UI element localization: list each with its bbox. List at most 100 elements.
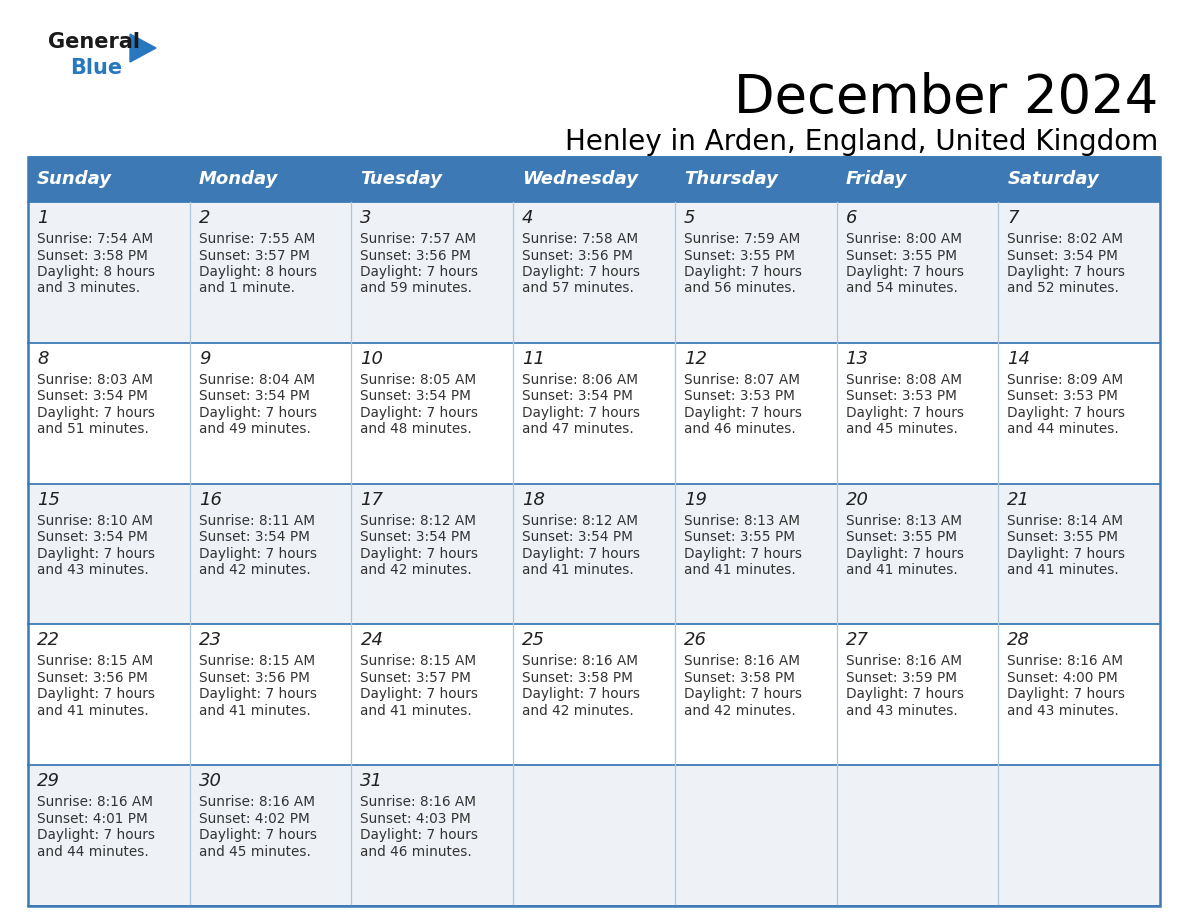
Text: and 42 minutes.: and 42 minutes.: [523, 704, 634, 718]
Text: Daylight: 7 hours: Daylight: 7 hours: [1007, 265, 1125, 279]
Text: 17: 17: [360, 490, 384, 509]
Text: 27: 27: [846, 632, 868, 649]
Text: 28: 28: [1007, 632, 1030, 649]
Text: 15: 15: [37, 490, 61, 509]
Text: and 45 minutes.: and 45 minutes.: [846, 422, 958, 436]
Text: Sunrise: 8:08 AM: Sunrise: 8:08 AM: [846, 373, 961, 386]
Text: Daylight: 7 hours: Daylight: 7 hours: [846, 688, 963, 701]
Text: 20: 20: [846, 490, 868, 509]
Text: Sunrise: 8:13 AM: Sunrise: 8:13 AM: [846, 513, 961, 528]
Text: Thursday: Thursday: [684, 171, 778, 188]
Text: and 41 minutes.: and 41 minutes.: [1007, 563, 1119, 577]
Text: and 1 minute.: and 1 minute.: [198, 282, 295, 296]
Text: Sunrise: 7:58 AM: Sunrise: 7:58 AM: [523, 232, 638, 246]
Text: Daylight: 7 hours: Daylight: 7 hours: [684, 265, 802, 279]
Text: Sunset: 3:57 PM: Sunset: 3:57 PM: [198, 249, 310, 263]
Text: Daylight: 7 hours: Daylight: 7 hours: [360, 265, 479, 279]
Text: Sunset: 3:53 PM: Sunset: 3:53 PM: [684, 389, 795, 403]
Text: Sunrise: 8:16 AM: Sunrise: 8:16 AM: [1007, 655, 1124, 668]
Text: and 46 minutes.: and 46 minutes.: [360, 845, 472, 858]
Text: and 42 minutes.: and 42 minutes.: [198, 563, 310, 577]
Text: and 43 minutes.: and 43 minutes.: [1007, 704, 1119, 718]
Bar: [29, 484, 1159, 624]
Text: Sunset: 3:55 PM: Sunset: 3:55 PM: [846, 249, 956, 263]
Text: Sunset: 3:55 PM: Sunset: 3:55 PM: [846, 530, 956, 544]
Text: and 43 minutes.: and 43 minutes.: [846, 704, 958, 718]
Text: Saturday: Saturday: [1007, 171, 1099, 188]
Text: Sunset: 3:54 PM: Sunset: 3:54 PM: [360, 530, 472, 544]
Text: 25: 25: [523, 632, 545, 649]
Text: 11: 11: [523, 350, 545, 368]
Bar: [29, 157, 1159, 202]
Text: Daylight: 7 hours: Daylight: 7 hours: [523, 406, 640, 420]
Text: Sunset: 3:54 PM: Sunset: 3:54 PM: [37, 530, 147, 544]
Text: Sunrise: 8:02 AM: Sunrise: 8:02 AM: [1007, 232, 1124, 246]
Text: Sunset: 3:56 PM: Sunset: 3:56 PM: [198, 671, 310, 685]
Text: 13: 13: [846, 350, 868, 368]
Text: Sunset: 4:03 PM: Sunset: 4:03 PM: [360, 812, 472, 825]
Text: and 48 minutes.: and 48 minutes.: [360, 422, 472, 436]
Text: 24: 24: [360, 632, 384, 649]
Bar: [29, 766, 1159, 906]
Text: and 41 minutes.: and 41 minutes.: [198, 704, 310, 718]
Text: Sunrise: 8:12 AM: Sunrise: 8:12 AM: [360, 513, 476, 528]
Text: Sunset: 3:54 PM: Sunset: 3:54 PM: [198, 389, 310, 403]
Text: and 42 minutes.: and 42 minutes.: [684, 704, 796, 718]
Text: 23: 23: [198, 632, 222, 649]
Text: Sunrise: 8:16 AM: Sunrise: 8:16 AM: [846, 655, 961, 668]
Text: Daylight: 7 hours: Daylight: 7 hours: [1007, 546, 1125, 561]
Text: and 41 minutes.: and 41 minutes.: [684, 563, 796, 577]
Text: Wednesday: Wednesday: [523, 171, 638, 188]
Text: and 54 minutes.: and 54 minutes.: [846, 282, 958, 296]
Text: Daylight: 7 hours: Daylight: 7 hours: [360, 406, 479, 420]
Text: Sunset: 3:56 PM: Sunset: 3:56 PM: [360, 249, 472, 263]
Text: and 3 minutes.: and 3 minutes.: [37, 282, 140, 296]
Text: Sunset: 3:58 PM: Sunset: 3:58 PM: [523, 671, 633, 685]
Text: Daylight: 7 hours: Daylight: 7 hours: [37, 828, 154, 842]
Text: and 42 minutes.: and 42 minutes.: [360, 563, 472, 577]
Text: Sunset: 4:02 PM: Sunset: 4:02 PM: [198, 812, 309, 825]
Text: 19: 19: [684, 490, 707, 509]
Text: Sunset: 3:54 PM: Sunset: 3:54 PM: [37, 389, 147, 403]
Text: December 2024: December 2024: [734, 72, 1158, 124]
Text: Sunrise: 7:55 AM: Sunrise: 7:55 AM: [198, 232, 315, 246]
Text: Daylight: 7 hours: Daylight: 7 hours: [846, 406, 963, 420]
Text: 9: 9: [198, 350, 210, 368]
Text: Daylight: 7 hours: Daylight: 7 hours: [846, 265, 963, 279]
Text: Sunrise: 8:16 AM: Sunrise: 8:16 AM: [37, 795, 153, 809]
Text: Sunset: 3:58 PM: Sunset: 3:58 PM: [37, 249, 147, 263]
Text: Monday: Monday: [198, 171, 278, 188]
Text: Daylight: 7 hours: Daylight: 7 hours: [37, 688, 154, 701]
Text: 5: 5: [684, 209, 695, 227]
Text: Sunset: 3:54 PM: Sunset: 3:54 PM: [1007, 249, 1118, 263]
Text: Henley in Arden, England, United Kingdom: Henley in Arden, England, United Kingdom: [564, 128, 1158, 156]
Text: and 41 minutes.: and 41 minutes.: [37, 704, 148, 718]
Text: Sunset: 3:55 PM: Sunset: 3:55 PM: [1007, 530, 1118, 544]
Text: and 57 minutes.: and 57 minutes.: [523, 282, 634, 296]
Text: Sunrise: 7:57 AM: Sunrise: 7:57 AM: [360, 232, 476, 246]
Text: Daylight: 7 hours: Daylight: 7 hours: [360, 688, 479, 701]
Bar: [29, 624, 1159, 766]
Text: and 47 minutes.: and 47 minutes.: [523, 422, 634, 436]
Text: 14: 14: [1007, 350, 1030, 368]
Text: and 44 minutes.: and 44 minutes.: [37, 845, 148, 858]
Text: Daylight: 7 hours: Daylight: 7 hours: [684, 688, 802, 701]
Text: Sunrise: 8:16 AM: Sunrise: 8:16 AM: [684, 655, 800, 668]
Text: and 51 minutes.: and 51 minutes.: [37, 422, 148, 436]
Text: Sunrise: 8:09 AM: Sunrise: 8:09 AM: [1007, 373, 1124, 386]
Text: and 41 minutes.: and 41 minutes.: [846, 563, 958, 577]
Text: Friday: Friday: [846, 171, 908, 188]
Text: Sunrise: 7:54 AM: Sunrise: 7:54 AM: [37, 232, 153, 246]
Text: Daylight: 7 hours: Daylight: 7 hours: [846, 546, 963, 561]
Text: 10: 10: [360, 350, 384, 368]
Text: Sunrise: 8:06 AM: Sunrise: 8:06 AM: [523, 373, 638, 386]
Text: and 44 minutes.: and 44 minutes.: [1007, 422, 1119, 436]
Text: 31: 31: [360, 772, 384, 790]
Text: Daylight: 7 hours: Daylight: 7 hours: [523, 546, 640, 561]
Text: Daylight: 7 hours: Daylight: 7 hours: [198, 828, 317, 842]
Bar: [29, 157, 1159, 906]
Text: Daylight: 7 hours: Daylight: 7 hours: [198, 688, 317, 701]
Text: Sunrise: 8:03 AM: Sunrise: 8:03 AM: [37, 373, 153, 386]
Text: Sunrise: 8:04 AM: Sunrise: 8:04 AM: [198, 373, 315, 386]
Text: Sunset: 3:56 PM: Sunset: 3:56 PM: [37, 671, 147, 685]
